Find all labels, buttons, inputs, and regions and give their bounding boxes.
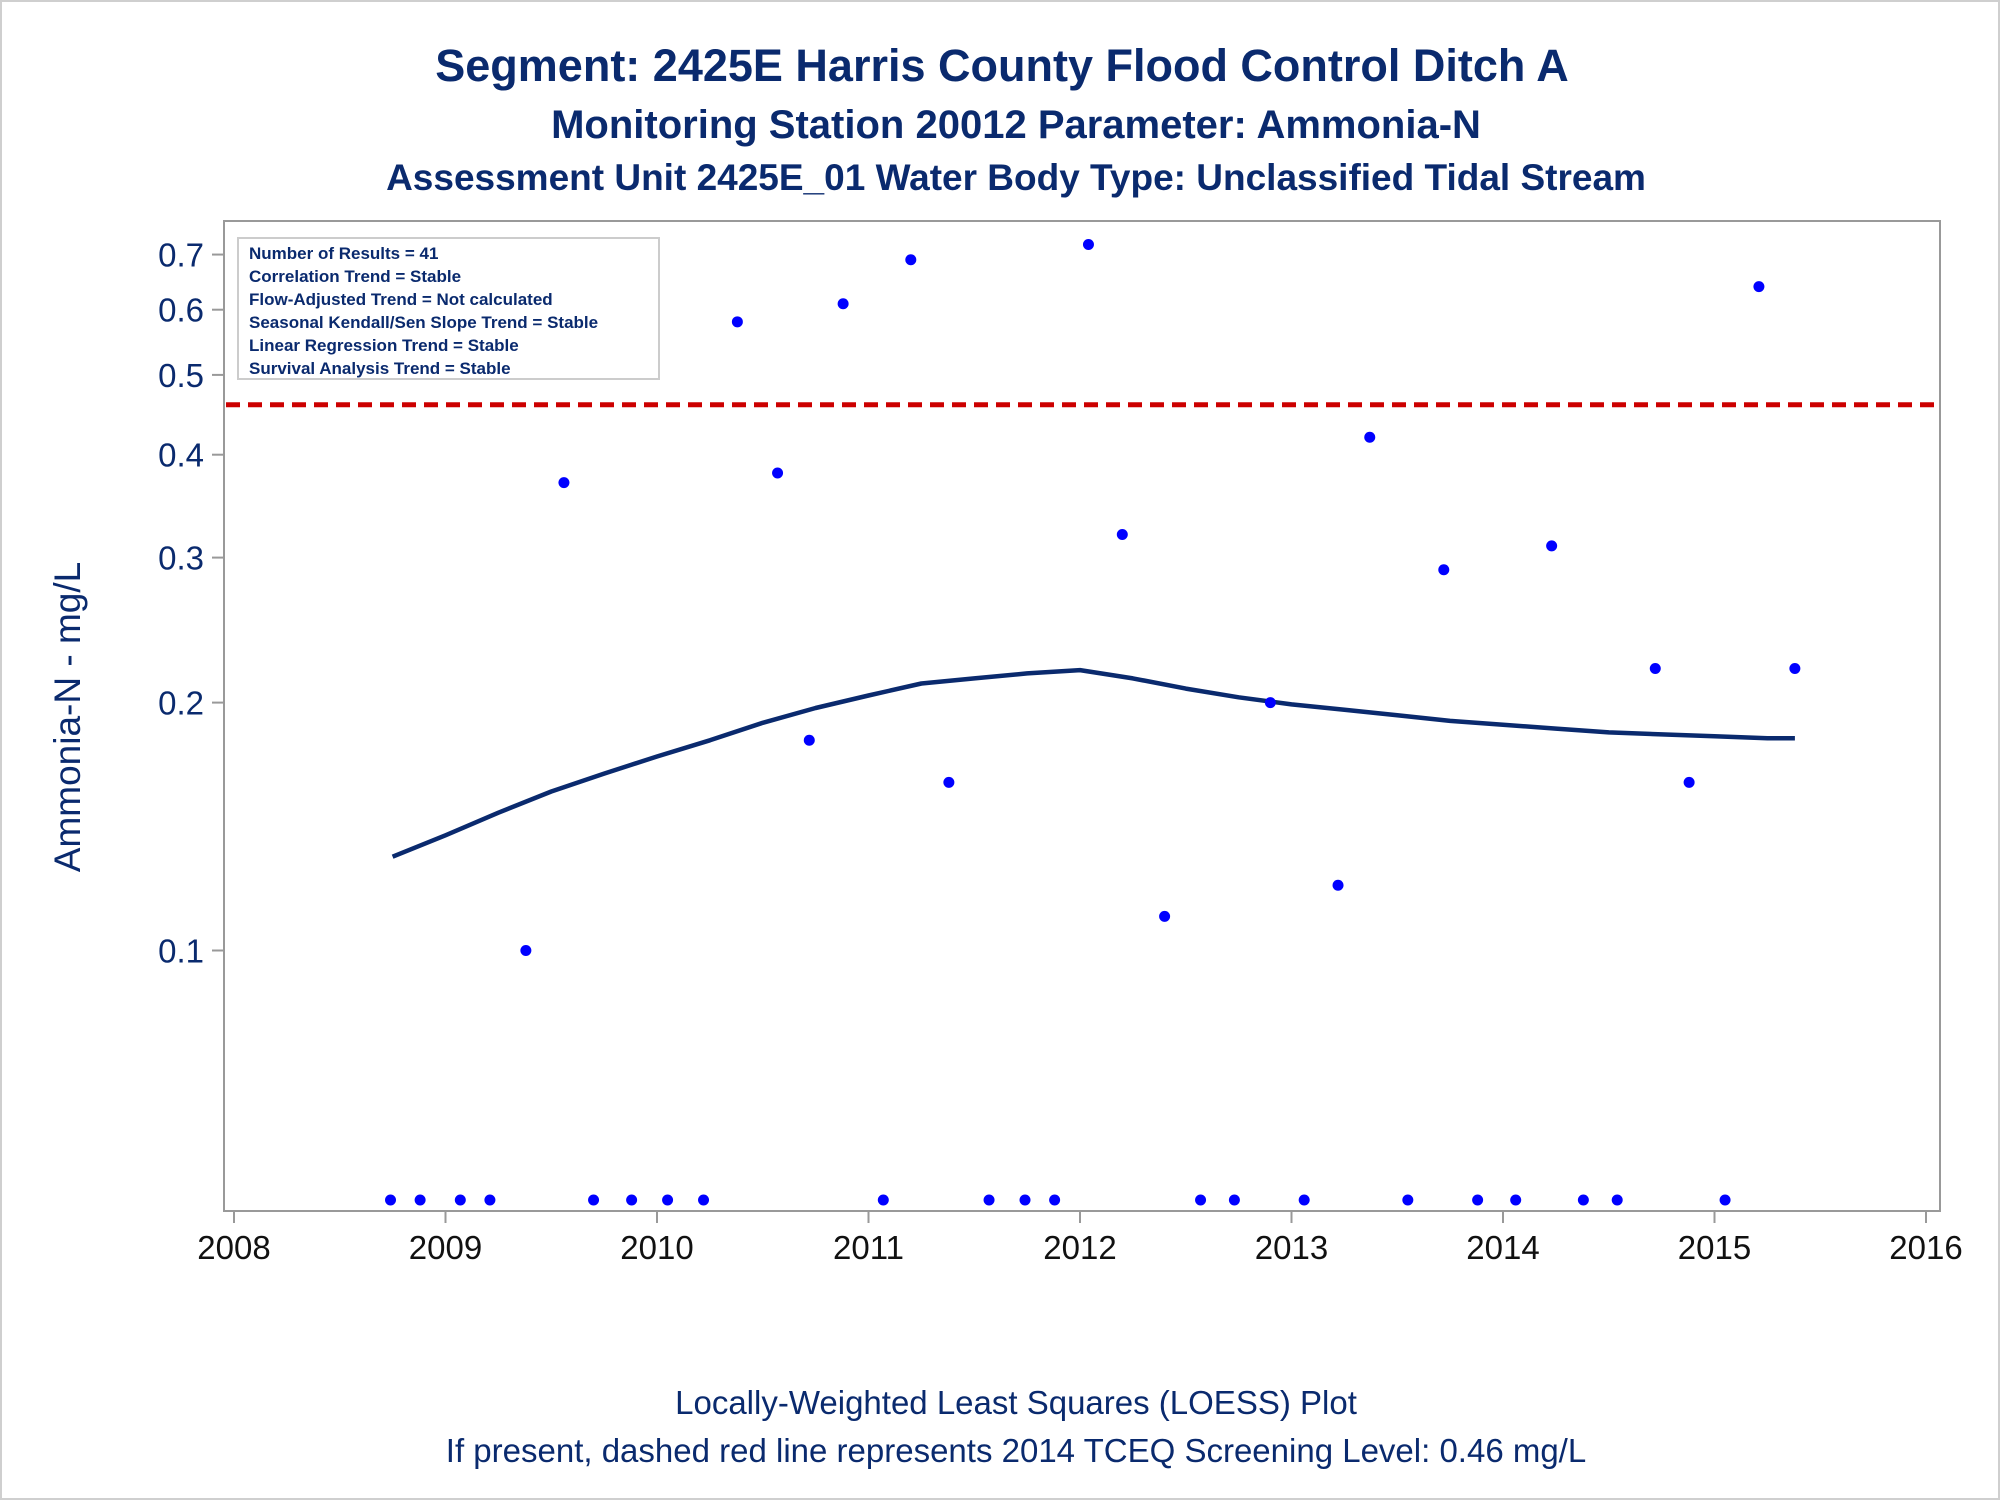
data-point [454,1194,466,1206]
data-point [983,1194,995,1206]
data-point [1264,697,1276,709]
stats-line: Linear Regression Trend = Stable [249,336,519,355]
data-point [1438,564,1450,576]
y-tick-label: 0.7 [158,237,204,274]
data-point [731,316,743,328]
x-tick-label: 2012 [1043,1229,1116,1266]
data-point [837,298,849,310]
data-point [1159,910,1171,922]
data-point [414,1194,426,1206]
plot-area-border [223,220,1941,1212]
x-tick-label: 2008 [197,1229,270,1266]
data-point [520,945,532,956]
data-point [588,1194,600,1206]
data-point [1195,1194,1207,1206]
data-point [1049,1194,1061,1206]
data-point [662,1194,674,1206]
data-point [1472,1194,1484,1206]
data-point [1402,1194,1414,1206]
data-point [1364,431,1376,443]
x-tick-label: 2015 [1678,1229,1751,1266]
data-point [1649,663,1661,675]
y-tick-label: 0.4 [158,437,204,474]
data-point [1332,879,1344,891]
x-tick-label: 2014 [1466,1229,1539,1266]
data-point [484,1194,496,1206]
chart-subtitle-assessment: Assessment Unit 2425E_01 Water Body Type… [386,157,1646,198]
data-point [1082,238,1094,250]
y-axis-label: Ammonia-N - mg/L [47,562,88,872]
stats-line: Correlation Trend = Stable [249,267,461,286]
y-tick-label: 0.6 [158,292,204,329]
x-tick-label: 2016 [1889,1229,1962,1266]
data-point [1510,1194,1522,1206]
data-point [385,1194,397,1206]
data-point [772,467,784,479]
y-tick-label: 0.5 [158,357,204,394]
data-point [1719,1194,1731,1206]
footnote-screening: If present, dashed red line represents 2… [445,1432,1587,1469]
x-tick-label: 2010 [620,1229,693,1266]
stats-line: Seasonal Kendall/Sen Slope Trend = Stabl… [249,313,598,332]
x-tick-label: 2011 [833,1229,904,1266]
stats-box [237,237,660,380]
loess-curve [391,667,1795,859]
data-point [1611,1194,1623,1206]
y-tick-label: 0.3 [158,540,204,577]
y-tick-label: 0.2 [158,685,204,722]
stats-line: Flow-Adjusted Trend = Not calculated [249,290,553,309]
data-point [1753,281,1765,293]
data-point [1683,776,1695,788]
data-point [1116,529,1128,541]
data-point [1298,1194,1310,1206]
y-tick-label: 0.1 [158,933,204,970]
stats-line: Survival Analysis Trend = Stable [249,359,511,378]
chart-subtitle-station: Monitoring Station 20012 Parameter: Ammo… [551,103,1481,147]
data-point [698,1194,710,1206]
footnote-loess: Locally-Weighted Least Squares (LOESS) P… [675,1384,1357,1421]
data-point [803,734,815,746]
data-point [1789,663,1801,675]
data-point [877,1194,889,1206]
data-point [558,477,570,489]
data-point [905,254,917,266]
data-point [626,1194,638,1206]
data-point [1019,1194,1031,1206]
x-tick-label: 2013 [1255,1229,1328,1266]
data-point [943,776,955,788]
x-tick-label: 2009 [409,1229,482,1266]
data-point [1228,1194,1240,1206]
chart-title: Segment: 2425E Harris County Flood Contr… [435,40,1569,91]
stats-line: Number of Results = 41 [249,244,438,263]
data-point [1546,540,1558,552]
data-point [1577,1194,1589,1206]
